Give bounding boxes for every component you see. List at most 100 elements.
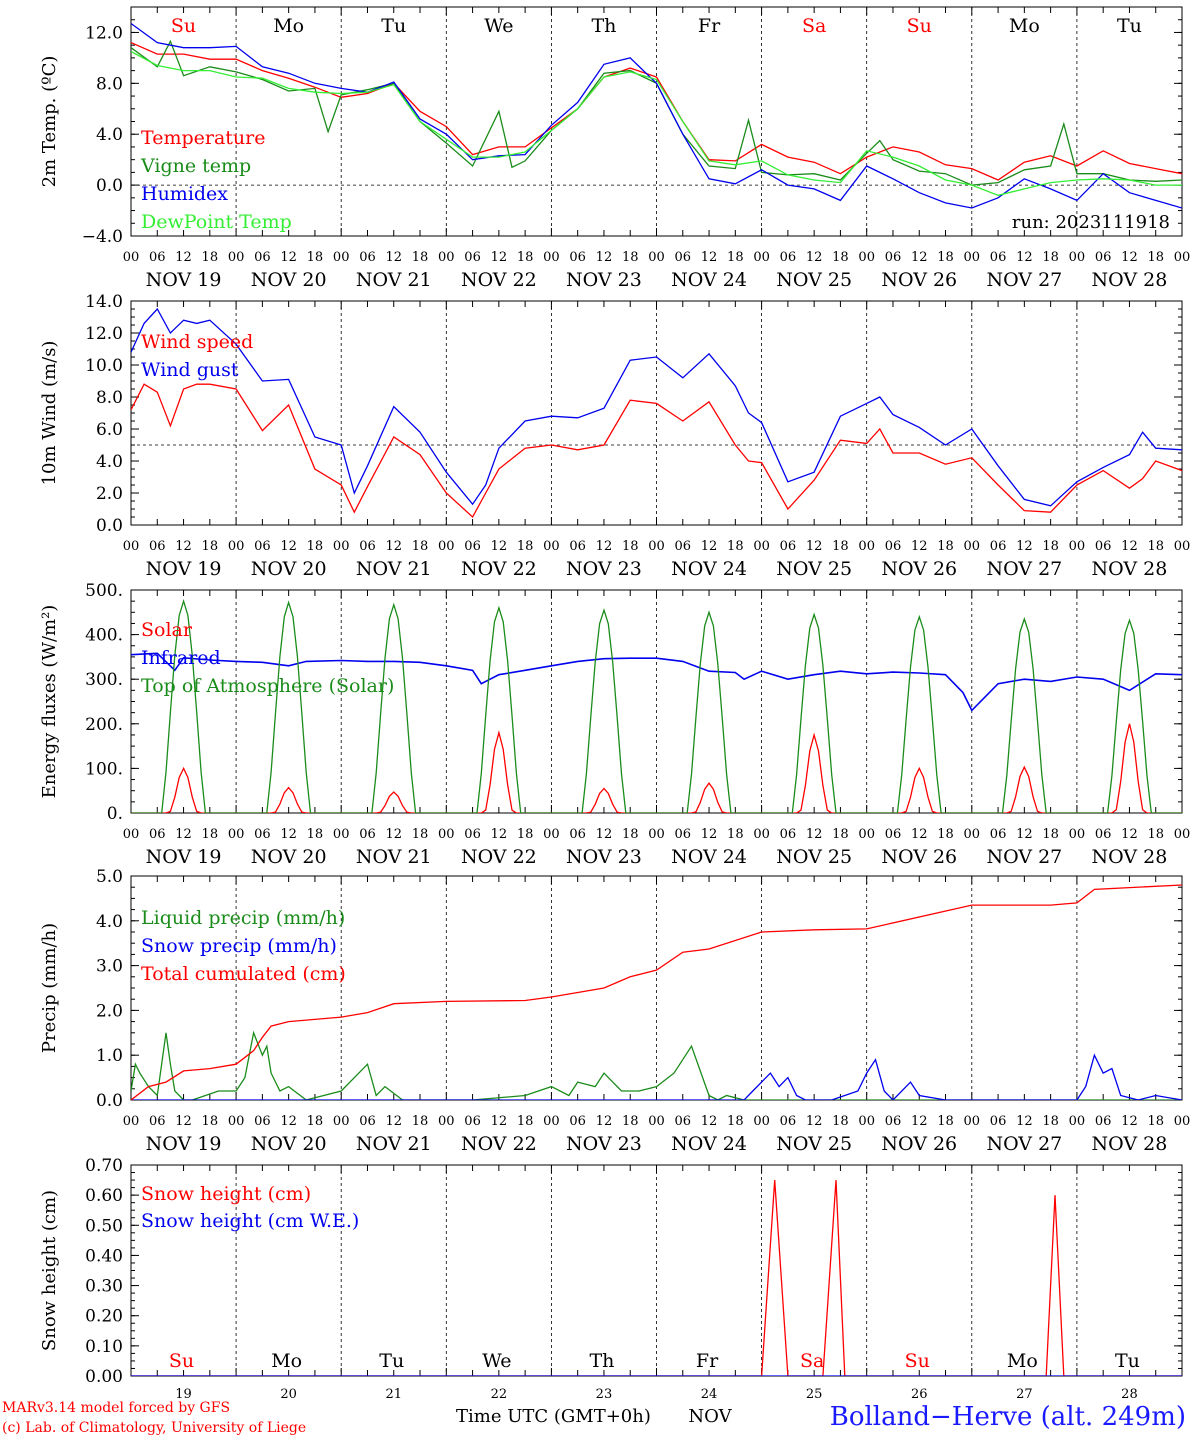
y-tick-label: 4.0	[96, 452, 123, 472]
hour-tick-label: 06	[254, 250, 271, 265]
hour-tick-label: 12	[911, 250, 928, 265]
hour-tick-label: 00	[1069, 1114, 1086, 1129]
hour-tick-label: 12	[911, 827, 928, 842]
date-label: NOV 28	[1092, 846, 1168, 868]
y-tick-label: 4.0	[96, 125, 123, 145]
hour-tick-label: 06	[359, 1114, 376, 1129]
date-label: NOV 19	[146, 846, 222, 868]
hour-tick-label: 18	[1042, 1114, 1059, 1129]
date-label: NOV 26	[881, 1133, 957, 1155]
hour-tick-label: 12	[175, 539, 192, 554]
hour-tick-label: 00	[753, 539, 770, 554]
legend-entry: Wind gust	[141, 359, 239, 381]
hour-tick-label: 12	[806, 827, 823, 842]
day-number-label: 24	[701, 1387, 718, 1402]
date-label: NOV 28	[1092, 1133, 1168, 1155]
weekday-label: Mo	[273, 15, 304, 37]
y-tick-label: 0.20	[85, 1307, 123, 1327]
weekday-label: Tu	[1117, 15, 1142, 37]
hour-tick-label: 00	[333, 250, 350, 265]
y-tick-label: 0.0	[96, 176, 123, 196]
hour-tick-label: 06	[569, 539, 586, 554]
hour-tick-label: 18	[727, 1114, 744, 1129]
hour-tick-label: 00	[228, 539, 245, 554]
day-number-label: 19	[175, 1387, 192, 1402]
date-label: NOV 28	[1092, 558, 1168, 580]
hour-tick-label: 12	[701, 250, 718, 265]
day-number-label: 23	[596, 1387, 613, 1402]
series-line-top-of-atmosphere-solar-	[131, 598, 1182, 813]
y-axis-label: 10m Wind (m/s)	[39, 341, 60, 486]
hour-tick-label: 12	[1121, 250, 1138, 265]
weekday-label: Mo	[271, 1350, 302, 1372]
hour-tick-label: 06	[780, 827, 797, 842]
weekday-label: Su	[905, 1350, 930, 1372]
hour-tick-label: 00	[753, 250, 770, 265]
date-label: NOV 23	[566, 846, 642, 868]
y-tick-label: 14.0	[85, 292, 123, 312]
hour-tick-label: 06	[780, 250, 797, 265]
day-number-label: 26	[911, 1387, 928, 1402]
y-tick-label: 10.0	[85, 356, 123, 376]
hour-tick-label: 18	[937, 827, 954, 842]
series-line-wind-gust	[131, 307, 1182, 507]
panel-5: 0.00 0.10 0.20 0.30 0.40 0.50 0.60 0.70 Snow hei…	[39, 1156, 1183, 1427]
lab-credit: (c) Lab. of Climatology, University of L…	[2, 1420, 307, 1436]
hour-tick-label: 00	[753, 1114, 770, 1129]
date-label: NOV 20	[251, 1133, 327, 1155]
hour-tick-label: 12	[596, 827, 613, 842]
hour-tick-label: 12	[491, 539, 508, 554]
hour-tick-label: 12	[1121, 539, 1138, 554]
hour-tick-label: 12	[596, 539, 613, 554]
station-name: Bolland−Herve (alt. 249m)	[829, 1402, 1186, 1432]
hour-tick-label: 06	[254, 827, 271, 842]
legend-entry: Solar	[141, 619, 193, 641]
date-label: NOV 23	[566, 558, 642, 580]
hour-tick-label: 00	[438, 1114, 455, 1129]
hour-tick-label: 18	[622, 539, 639, 554]
hour-tick-label: 12	[806, 250, 823, 265]
hour-tick-label: 00	[648, 827, 665, 842]
hour-tick-label: 06	[464, 250, 481, 265]
date-label: NOV 21	[356, 846, 432, 868]
hour-tick-label: 06	[149, 1114, 166, 1129]
hour-tick-label: 06	[1095, 250, 1112, 265]
hour-tick-label: 00	[438, 827, 455, 842]
hour-tick-label: 12	[385, 1114, 402, 1129]
hour-tick-label: 12	[596, 250, 613, 265]
hour-tick-label: 00	[543, 539, 560, 554]
hour-tick-label: 00	[753, 827, 770, 842]
hour-tick-label: 12	[280, 539, 297, 554]
hour-tick-label: 12	[701, 539, 718, 554]
weekday-label: Su	[169, 1350, 194, 1372]
y-tick-label: 1.0	[96, 1046, 123, 1066]
hour-tick-label: 12	[491, 250, 508, 265]
y-tick-label: 500.	[85, 581, 123, 601]
hour-tick-label: 06	[990, 1114, 1007, 1129]
legend-entry: Liquid precip (mm/h)	[141, 907, 345, 929]
hour-tick-label: 06	[149, 827, 166, 842]
hour-tick-label: 00	[964, 250, 981, 265]
date-label: NOV 26	[881, 558, 957, 580]
hour-tick-label: 06	[1095, 1114, 1112, 1129]
weekday-label: We	[482, 1350, 511, 1372]
day-number-label: 25	[806, 1387, 823, 1402]
weekday-label: We	[484, 15, 513, 37]
weekday-label: Mo	[1007, 1350, 1038, 1372]
model-credit: MARv3.14 model forced by GFS	[2, 1400, 231, 1416]
hour-tick-label: 00	[123, 539, 140, 554]
panel-1: −4.0 0.0 4.0 8.0 12.0 2m Temp. (ºC) Temperatur…	[39, 6, 1190, 291]
y-tick-label: 0.70	[85, 1156, 123, 1176]
hour-tick-label: 18	[202, 250, 219, 265]
hour-tick-label: 12	[280, 827, 297, 842]
day-number-label: 27	[1016, 1387, 1033, 1402]
hour-tick-label: 18	[727, 827, 744, 842]
hour-tick-label: 06	[990, 250, 1007, 265]
hour-tick-label: 00	[648, 250, 665, 265]
hour-tick-label: 12	[911, 1114, 928, 1129]
hour-tick-label: 18	[832, 827, 849, 842]
weekday-label: Tu	[379, 1350, 404, 1372]
hour-tick-label: 18	[727, 539, 744, 554]
hour-tick-label: 06	[464, 1114, 481, 1129]
